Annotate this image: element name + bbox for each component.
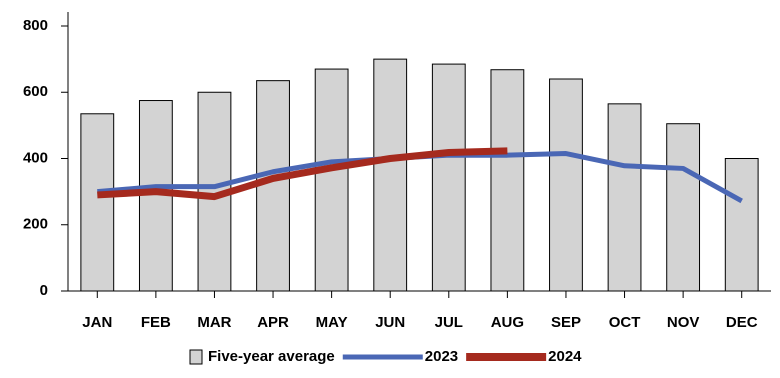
x-tick-label: JUL bbox=[435, 314, 463, 331]
bar bbox=[666, 123, 701, 292]
x-tick-label: AUG bbox=[491, 314, 524, 331]
bar bbox=[490, 69, 525, 292]
x-tick-label: MAY bbox=[316, 314, 348, 331]
bar bbox=[724, 158, 759, 292]
bar bbox=[314, 68, 349, 292]
x-tick-label: NOV bbox=[667, 314, 700, 331]
bar bbox=[549, 78, 583, 292]
x-tick-label: MAR bbox=[197, 314, 231, 331]
bar bbox=[607, 103, 642, 292]
bar bbox=[373, 58, 408, 292]
x-tick-label: SEP bbox=[551, 314, 581, 331]
y-tick-label: 600 bbox=[23, 83, 48, 100]
y-tick-label: 200 bbox=[23, 216, 48, 233]
y-tick-label: 400 bbox=[23, 149, 48, 166]
x-tick-label: JAN bbox=[82, 314, 112, 331]
x-tick-label: FEB bbox=[141, 314, 171, 331]
x-tick-label: OCT bbox=[609, 314, 641, 331]
legend-label: Five-year average bbox=[208, 348, 335, 365]
line bbox=[97, 147, 508, 201]
legend-label: 2024 bbox=[548, 348, 582, 365]
legend-label: 2023 bbox=[425, 348, 458, 365]
x-tick-label: DEC bbox=[726, 314, 758, 331]
legend-swatch bbox=[189, 349, 203, 365]
x-tick-label: JUN bbox=[375, 314, 405, 331]
bar bbox=[256, 80, 290, 292]
y-tick-label: 800 bbox=[23, 17, 48, 34]
y-tick-label: 0 bbox=[40, 282, 48, 299]
bar bbox=[80, 113, 115, 292]
x-tick-label: APR bbox=[257, 314, 289, 331]
bar bbox=[431, 63, 466, 292]
